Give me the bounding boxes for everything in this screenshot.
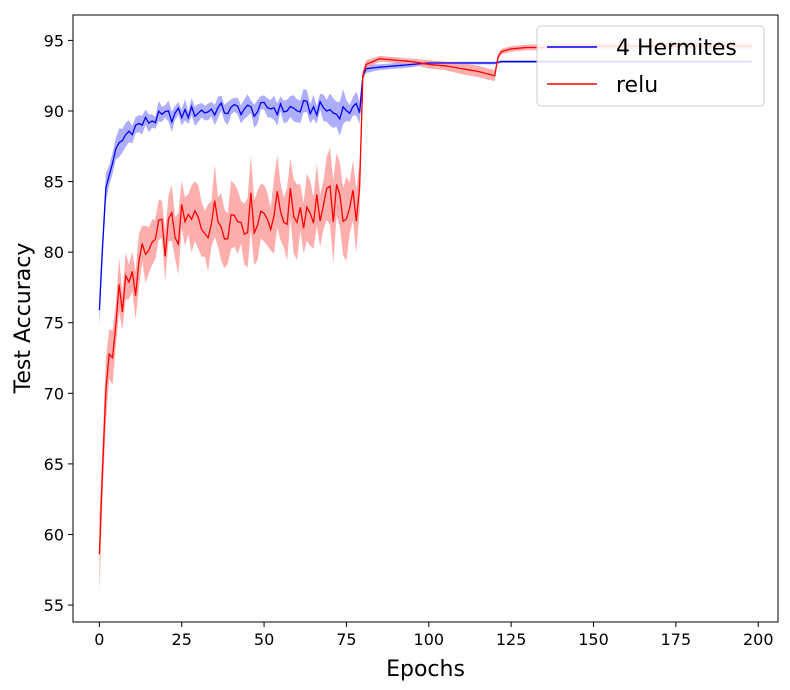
x-tick-label: 125: [496, 630, 527, 649]
y-tick-label: 80: [44, 243, 64, 262]
x-tick-label: 25: [172, 630, 192, 649]
x-tick-label: 50: [254, 630, 274, 649]
legend-label-hermites: 4 Hermites: [616, 36, 737, 61]
y-tick-label: 95: [44, 31, 64, 50]
y-axis: 55 60 65 70 75 80 85 90 95: [44, 31, 73, 615]
x-tick-label: 175: [661, 630, 692, 649]
legend-box: [536, 25, 765, 107]
y-tick-label: 75: [44, 314, 64, 333]
series-band-relu: [99, 43, 752, 594]
y-tick-label: 70: [44, 384, 64, 403]
x-tick-label: 150: [578, 630, 609, 649]
x-axis-title: Epochs: [386, 657, 465, 682]
y-tick-label: 60: [44, 525, 64, 544]
x-axis: 0 25 50 75 100 125 150 175 200: [94, 622, 774, 649]
y-tick-label: 55: [44, 596, 64, 615]
y-tick-label: 65: [44, 455, 64, 474]
plot-frame: [72, 14, 779, 623]
x-tick-label: 0: [94, 630, 104, 649]
y-tick-label: 90: [44, 102, 64, 121]
x-tick-label: 100: [414, 630, 445, 649]
plot-area: [98, 43, 752, 594]
legend-label-relu: relu: [616, 73, 658, 98]
x-tick-label: 200: [743, 630, 774, 649]
legend: 4 Hermites relu: [536, 25, 765, 107]
y-tick-label: 85: [44, 173, 64, 192]
y-axis-title: Test Accuracy: [11, 243, 36, 395]
x-tick-label: 75: [336, 630, 356, 649]
